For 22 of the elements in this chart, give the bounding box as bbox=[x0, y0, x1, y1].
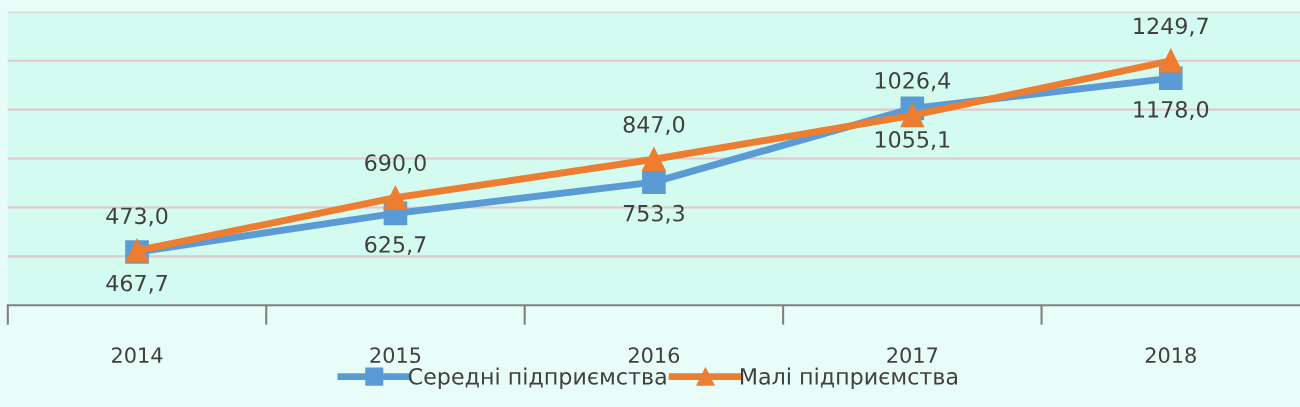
data-label: 1055,1 bbox=[875, 130, 950, 151]
legend-label: Середні підприємства bbox=[408, 367, 666, 390]
data-label: 467,7 bbox=[106, 274, 167, 294]
data-label: 473,0 bbox=[106, 207, 168, 227]
legend-label: Малі підприємства bbox=[741, 367, 958, 390]
data-label: 1178,0 bbox=[1134, 100, 1209, 121]
point bbox=[383, 185, 408, 210]
x-tick-label: 2014 bbox=[112, 347, 163, 364]
data-label: 847,0 bbox=[623, 115, 685, 135]
data-label: 690,0 bbox=[365, 154, 426, 174]
x-tick-label: 2018 bbox=[1145, 347, 1196, 364]
data-label: 1026,4 bbox=[875, 72, 950, 92]
point bbox=[1158, 48, 1183, 73]
x-tick-label: 2016 bbox=[628, 347, 680, 364]
data-label: 753,3 bbox=[623, 204, 684, 224]
data-label: 625,7 bbox=[365, 235, 426, 256]
data-label: 1249,7 bbox=[1134, 17, 1208, 37]
x-tick-label: 2017 bbox=[887, 347, 938, 364]
x-tick-label: 2015 bbox=[370, 347, 421, 364]
point bbox=[900, 103, 925, 128]
point bbox=[642, 170, 666, 194]
point bbox=[642, 147, 666, 172]
